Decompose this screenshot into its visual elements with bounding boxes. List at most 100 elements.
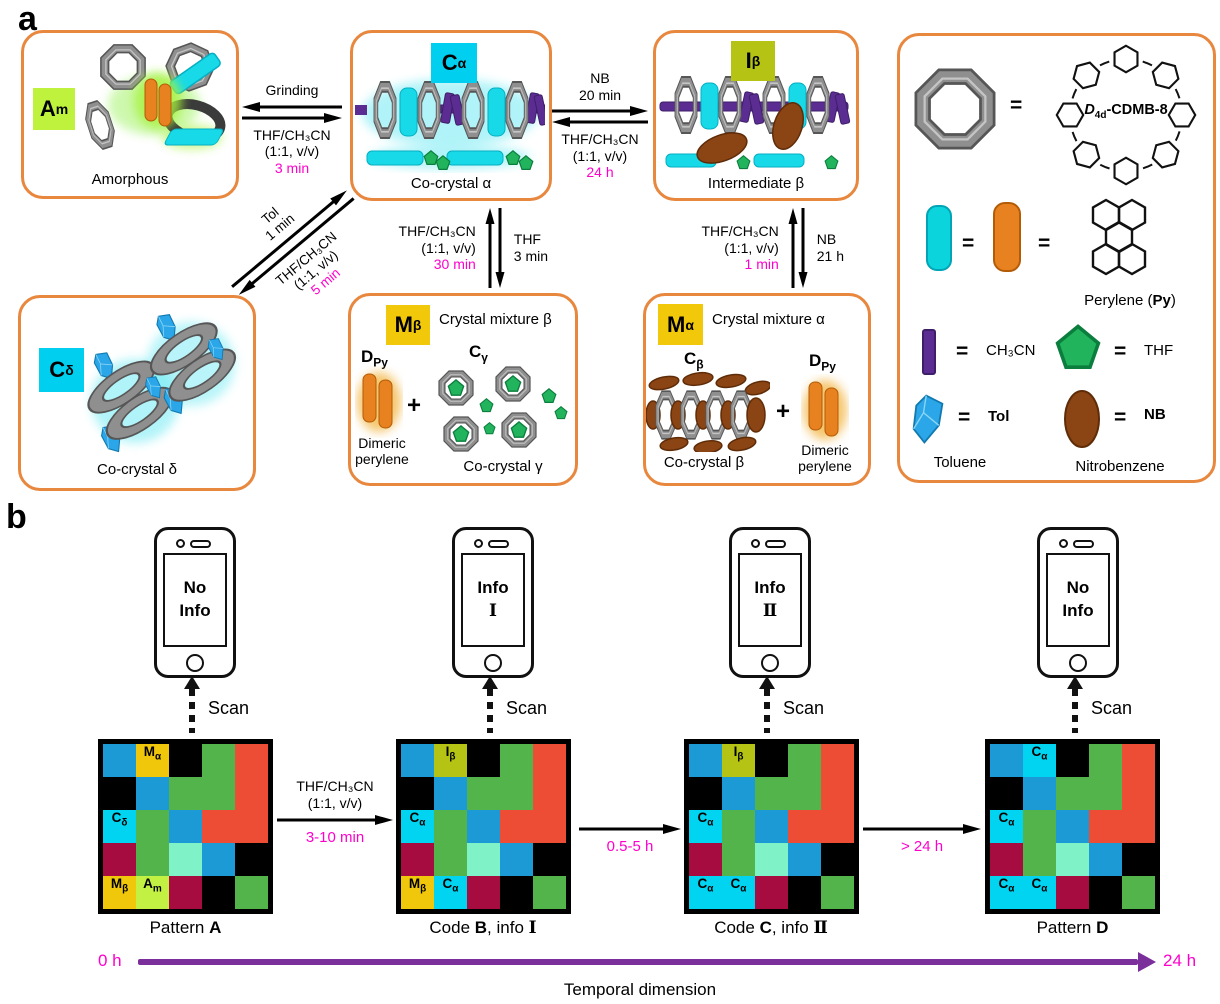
grid-cell [533,876,566,909]
phone-1: No Info [154,527,236,678]
grid-cell-label: Cα [998,876,1015,895]
ch3cn-rod-icon [922,329,936,375]
grid-cell: Cα [990,876,1023,909]
timeline-arrow [138,959,1138,965]
timeline-label: Temporal dimension [563,980,717,999]
phone-speaker-icon [190,540,211,548]
grid-cell: Cα [689,810,722,843]
reaction-nbv-solvent: THF/CH₃CN [701,223,779,240]
dotted-line [487,689,493,733]
title-mixture-beta: Crystal mixture β [439,311,552,328]
grid-cell [1089,843,1122,876]
reaction-grinding-label: Grinding [265,82,319,98]
reaction-nb-solvent2: NB [590,70,610,86]
cdmb8-name-rest: -CDMB-8 [1106,102,1168,118]
grid-cell [202,810,235,843]
phone-3-line1: Info [754,578,786,598]
dotted-line [189,689,195,733]
grid-cell [136,777,169,810]
reaction-nb-vertical: THF/CH₃CN (1:1, v/v) 1 min NB 21 h [648,206,844,290]
phone-1-line2: Info [179,601,211,620]
grid-cell [235,777,268,810]
grid-cell [235,843,268,876]
scan-arrow-4: Scan [1063,676,1153,733]
arrow-right-icon [863,824,981,834]
grid-cell: Mα [136,744,169,777]
scan-arrow-3: Scan [755,676,845,733]
cdmb8-name: D4d-CDMB-8 [1042,102,1210,121]
grid-cell [1089,810,1122,843]
tag-ib-main: I [745,48,752,73]
tag-ma-sub: α [685,316,694,333]
caption-dimeric-perylene2: Dimeric perylene [788,442,862,474]
transition-c-d: > 24 h [862,820,982,856]
grid-cell [1056,843,1089,876]
grid-cell [1056,876,1089,909]
phone-4: No Info [1037,527,1119,678]
grid-cell-label: Cα [1031,876,1048,895]
grid-cell: Am [136,876,169,909]
grid-cell: Mβ [103,876,136,909]
scan-label: Scan [208,698,250,718]
equals-sign: = [1114,406,1127,429]
equilibrium-arrows-icon [552,106,648,128]
timeline-end: 24 h [1163,951,1197,970]
dotted-line [764,689,770,733]
caption-letter: D [1096,918,1109,937]
orange-rod-icon [993,202,1021,272]
code-c-grid: Iβ Cα Cα Cα [684,739,859,914]
phone-camera-icon [474,539,483,548]
grid-cell [202,843,235,876]
phone-home-button-icon [1069,654,1087,672]
legend-box: = D4d-CDMB-8 = = Perylene (Py) [897,33,1216,483]
grid-cell [755,777,788,810]
thf-label: THF [1144,342,1174,359]
grid-cell [500,810,533,843]
phone-camera-icon [751,539,760,548]
grid-cell [1122,744,1155,777]
grid-cell [1122,843,1155,876]
phone-1-line1: No [183,578,207,598]
grid-cell [169,843,202,876]
tag-ma-main: M [667,311,686,337]
reaction-grinding: Grinding THF/CH₃CN (1:1, v/v) 3 min [239,82,345,176]
caption-cocrystal-alpha: Co-crystal α [410,175,492,192]
grid-cell [533,777,566,810]
caption-roman: Ⅱ [813,918,828,938]
grid-cell-label: Cδ [111,810,128,829]
grid-cell [689,777,722,810]
phone-2-screen: Info Ⅰ [461,553,525,647]
reaction-thf-vertical: THF/CH₃CN (1:1, v/v) 30 min THF 3 min [340,206,548,290]
grid-cell [1023,777,1056,810]
grid-cell [689,843,722,876]
grid-cell: Cα [689,876,722,909]
grid-cell-label: Cα [730,876,747,895]
caption-dimeric2-line1: Dimeric [801,442,849,458]
tag-dpy2: DPy [809,352,836,372]
reaction-tol-diagonal: Tol 1 min THF/CH₃CN (1:1, v/v) 5 min [200,190,396,305]
perylene-caption-pre: Perylene ( [1084,292,1153,309]
equilibrium-arrows-icon [231,190,355,296]
phone-3: Info Ⅱ [729,527,811,678]
reaction-thfv-right1: THF [513,231,541,248]
grid-cell [103,777,136,810]
phone-speaker-icon [1073,540,1094,548]
panel-a-label: a [18,0,37,38]
phone-2: Info Ⅰ [452,527,534,678]
grid-cell [788,876,821,909]
equilibrium-arrows-vertical-icon [485,208,505,288]
grid-cell [103,744,136,777]
caption-amorphous: Amorphous [91,171,169,188]
tag-mb-main: M [394,312,413,337]
grid-cell [788,810,821,843]
grid-cell-label: Cα [1031,744,1048,763]
grid-cell [1023,810,1056,843]
grid-cell [434,777,467,810]
amorphous-illustration [80,39,226,153]
tag-cb-sub: β [696,357,704,372]
caption-infix: , info [771,918,814,937]
